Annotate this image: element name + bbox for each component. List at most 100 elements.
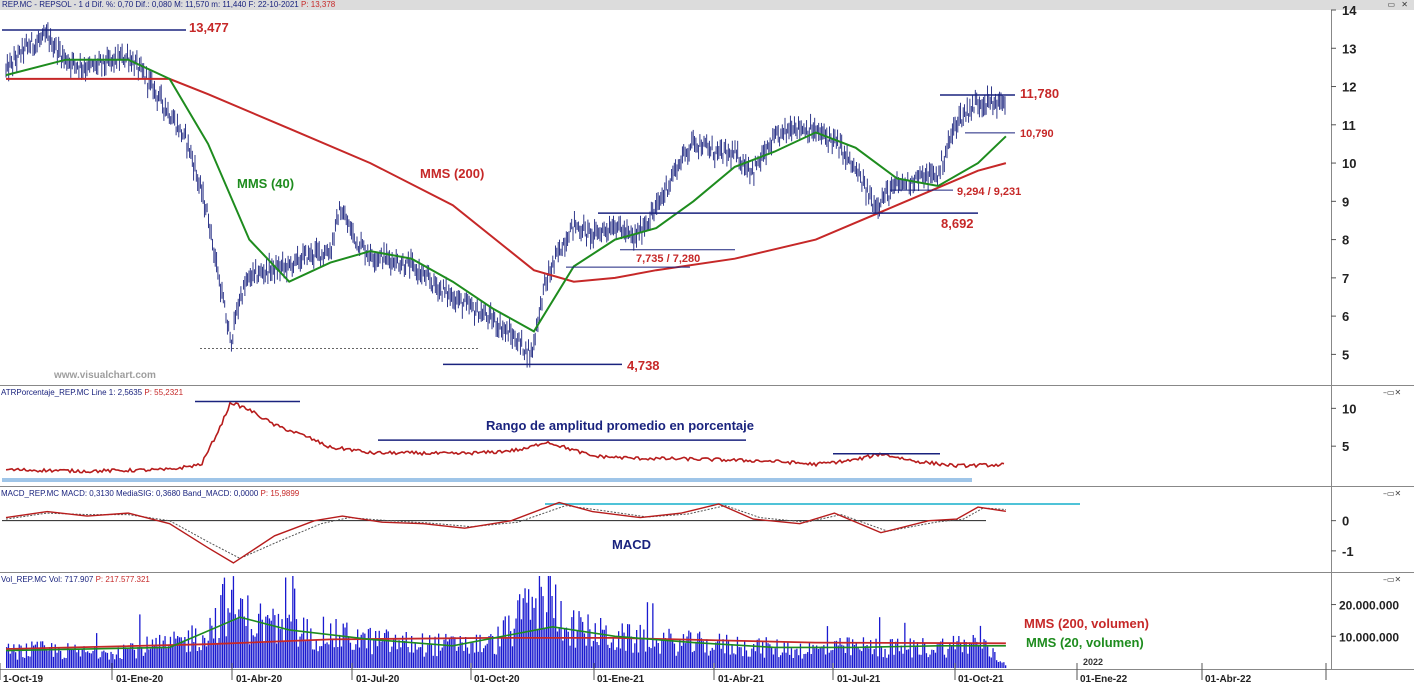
volume-bar [139,614,141,668]
volume-bar [108,659,110,668]
volume-bar [454,637,456,668]
volume-bar [546,612,548,668]
volume-bar [538,576,541,668]
volume-bar [969,642,971,668]
volume-bar [778,657,780,668]
volume-bar [18,644,20,668]
volume-bar [850,655,852,668]
volume-bar [951,645,953,668]
volume-bar [247,595,249,668]
volume-bar [697,633,699,668]
volume-bar [569,645,571,668]
volume-bar [717,641,719,668]
volume-bar [976,641,978,668]
volume-bar [528,589,530,668]
volume-bar [562,640,564,668]
volume-bar [591,646,593,668]
volume-bar [997,662,1000,668]
volume-bar [520,619,523,668]
volume-bar [70,649,73,668]
volume-bar [378,630,380,668]
volume-bar [632,652,634,668]
x-tick-label: 01-Abr-20 [236,674,283,685]
volume-bar [234,614,236,668]
volume-bar [832,649,834,668]
volume-bar [699,631,701,668]
volume-bar [830,650,832,668]
volume-bar [817,649,820,668]
volume-bar [544,627,546,668]
price-panel: 5 6 7 8 9 10 11 12 13 14 [2,3,1357,368]
volume-bar [846,637,848,668]
volume-bar [684,643,686,668]
atr-panel-header: ATRPorcentaje_REP.MC Line 1: 2,5635 P: 5… [1,388,183,397]
volume-bar [137,647,139,668]
price-y-tick-label: 14 [1342,3,1357,18]
volume-bar [101,651,103,668]
volume-bar [81,648,83,668]
volume-bar [366,648,368,668]
volume-bar [29,656,31,668]
volume-bar [166,648,168,668]
volume-bar [823,645,825,668]
volume-bar [677,651,679,668]
volume-bar [555,584,557,668]
volume-bar [502,620,505,668]
volume-bar [515,618,517,668]
volume-bar [718,633,721,668]
volume-bar [727,641,730,668]
volume-bar [151,639,154,668]
volume-bar [585,645,587,668]
volume-bar [729,654,731,668]
volume-bar [294,588,296,668]
volume-bar [972,635,974,668]
volume-bar [963,639,965,668]
volume-bar [767,643,769,668]
macd-panel-controls[interactable]: –▭✕ [1383,489,1401,498]
volume-bar [412,652,415,668]
volume-bar [756,639,758,668]
volume-bar [501,637,503,668]
volume-bar [447,641,449,668]
volume-bar [877,656,879,668]
volume-bar [1001,662,1003,668]
volume-bar [99,657,101,668]
atr-title: Rango de amplitud promedio en porcentaje [486,418,754,433]
macd-panel: 0 -1 [2,501,1354,564]
volume-bar [438,633,440,668]
low-label: 4,738 [627,358,660,373]
volume-bar [189,651,191,668]
volume-bar [895,641,897,668]
volume-bar [985,640,987,668]
volume-bar [112,654,114,668]
volume-bar [256,633,258,668]
volume-bar [369,627,371,668]
volume-bar [263,642,265,668]
volume-bar [371,654,373,668]
window-controls[interactable]: ▭ ✕ [1387,0,1410,9]
vol-panel-controls[interactable]: –▭✕ [1383,575,1401,584]
volume-bar [105,652,107,668]
volume-bar [232,576,235,668]
volume-bar [115,654,118,668]
volume-bar [931,649,933,668]
volume-bar [411,636,413,668]
volume-bar [1005,665,1007,668]
volume-bar [144,652,146,668]
price-annotations: 13,477 4,738 11,780 10,790 9,294 / 9,231… [189,20,1149,667]
volume-bar [537,628,539,668]
volume-bar [913,640,915,668]
volume-bar [979,625,982,668]
volume-bar [443,639,445,668]
volume-bar [798,655,800,668]
volume-bar [349,642,352,668]
panel-window-controls[interactable]: –▭✕ –▭✕ –▭✕ [1383,388,1401,584]
x-tick-label: 01-Jul-21 [837,674,881,685]
atr-panel-controls[interactable]: –▭✕ [1383,388,1401,397]
volume-bar [690,632,692,668]
volume-bar [463,650,465,668]
volume-bar [355,644,357,668]
volume-bar [884,648,886,668]
volume-bar [609,648,611,668]
